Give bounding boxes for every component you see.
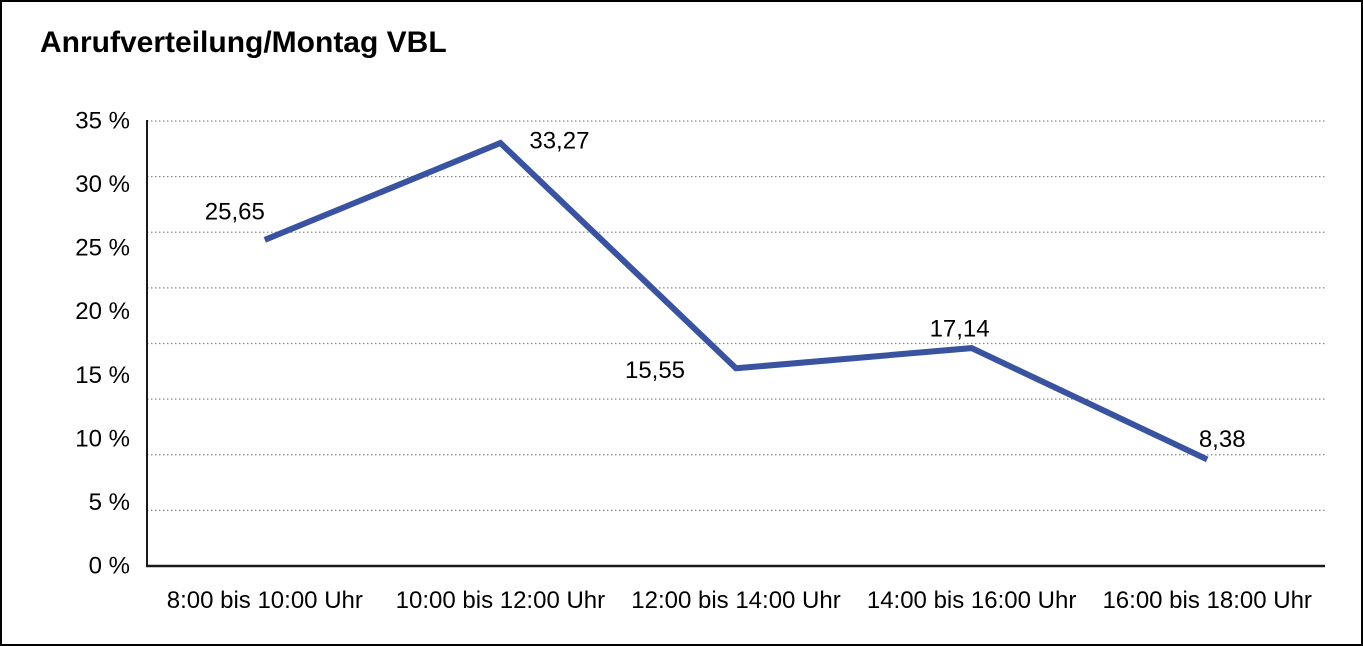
y-tick-label: 30 % [75,171,130,198]
y-tick-label: 25 % [75,235,130,262]
y-tick-label: 15 % [75,362,130,389]
y-tick-label: 5 % [89,489,130,516]
data-value-label: 8,38 [1199,426,1246,453]
data-value-label: 15,55 [625,357,685,384]
x-tick-label: 16:00 bis 18:00 Uhr [1102,587,1311,614]
y-tick-label: 0 % [89,553,130,580]
x-tick-label: 10:00 bis 12:00 Uhr [396,587,605,614]
y-tick-label: 10 % [75,425,130,452]
x-tick-label: 12:00 bis 14:00 Uhr [631,587,840,614]
x-tick-label: 14:00 bis 16:00 Uhr [867,587,1076,614]
data-value-label: 17,14 [930,316,990,343]
y-tick-label: 20 % [75,298,130,325]
x-tick-label: 8:00 bis 10:00 Uhr [167,587,363,614]
data-value-label: 33,27 [529,127,589,154]
data-value-label: 25,65 [205,198,265,225]
chart-title: Anrufverteilung/Montag VBL [40,26,447,59]
y-tick-label: 35 % [75,108,130,135]
data-line [263,139,1209,463]
